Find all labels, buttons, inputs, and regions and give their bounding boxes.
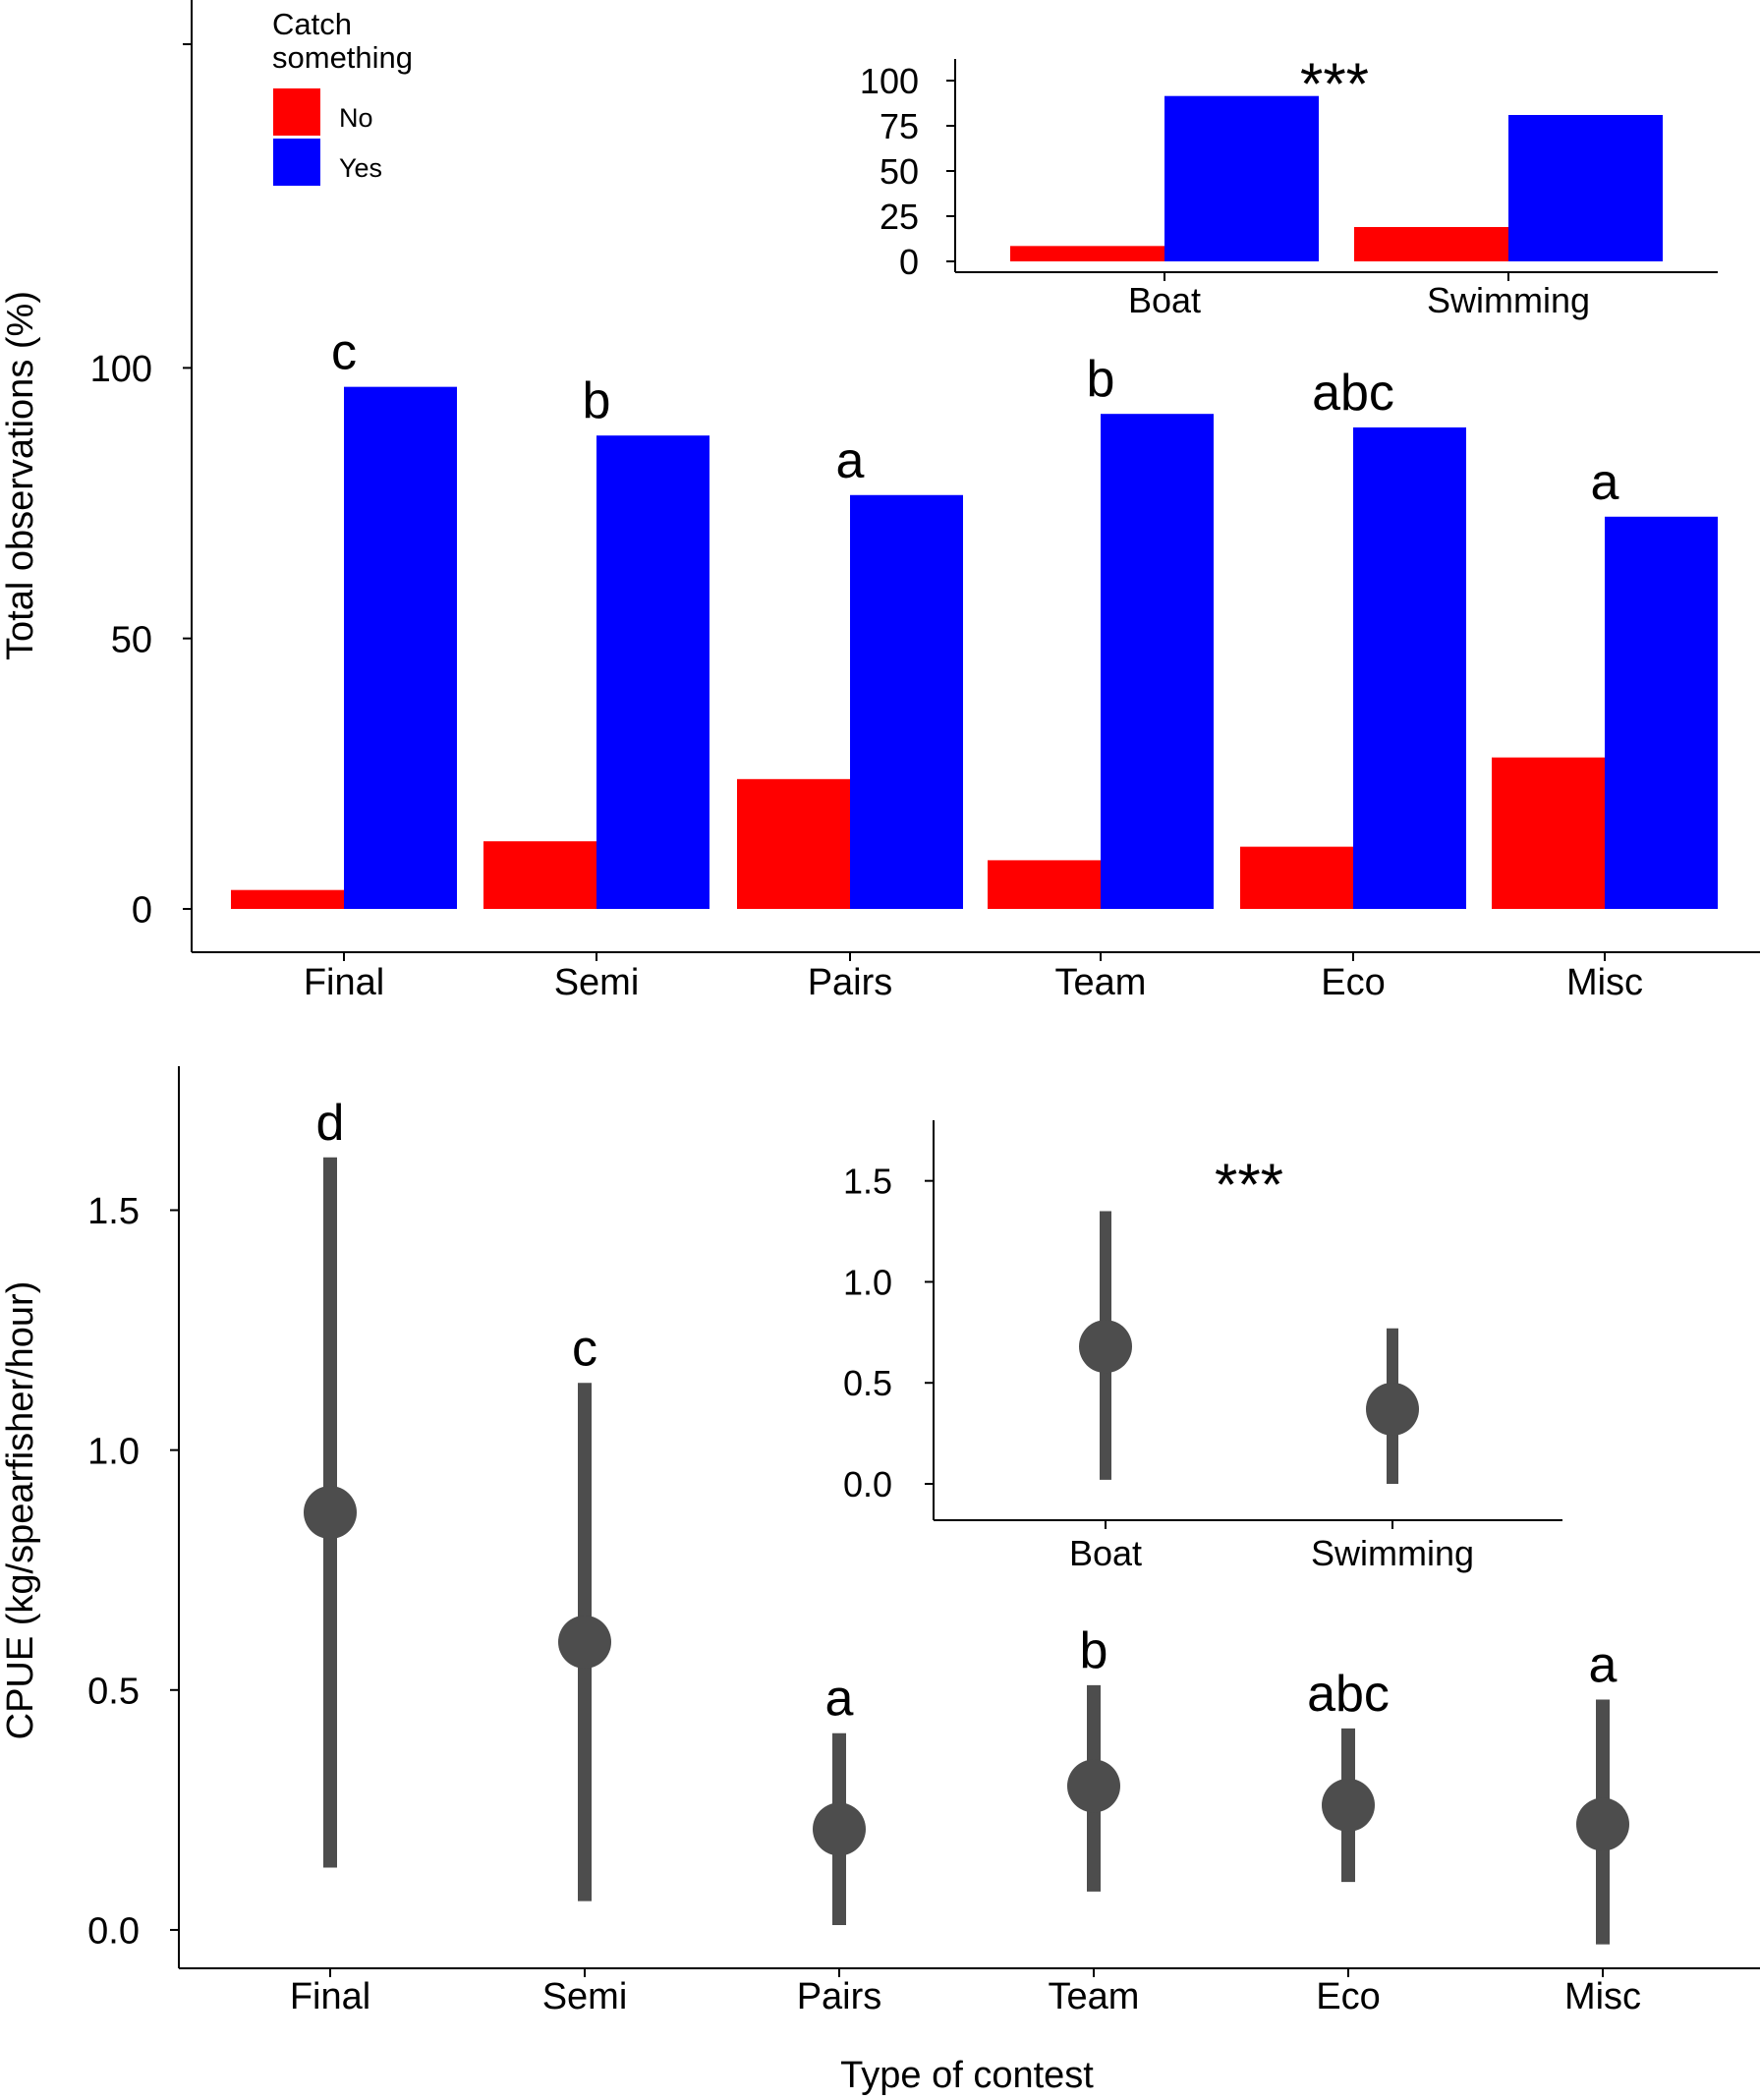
top-inset-x-tick-label: Boat xyxy=(1128,280,1201,320)
inset-bar-yes-swimming xyxy=(1508,115,1663,261)
bottom-inset-y-tick-label: 1.5 xyxy=(843,1162,892,1202)
bottom-main-x-axis-title: Type of contest xyxy=(840,2055,1094,2096)
top-main-x-tick-label: Pairs xyxy=(808,962,893,1003)
bar-no-semi xyxy=(483,841,596,909)
significance-letter: a xyxy=(825,1671,854,1728)
bottom-main-x-tick-label: Semi xyxy=(542,1976,628,2017)
bottom-main-point-pairs xyxy=(813,1802,866,1856)
bottom-main-x-tick-label: Misc xyxy=(1564,1976,1641,2017)
significance-letter: b xyxy=(583,372,611,429)
bottom-main-chart: 0.0 0.5 1.0 1.5 d c a b abc a Final Semi Pairs Team Ec… xyxy=(0,1066,1760,2096)
top-inset-chart: 0 25 50 75 100 Boat Swimming *** xyxy=(860,51,1718,320)
bottom-main-x-tick-label: Eco xyxy=(1316,1976,1380,2017)
bottom-main-point-semi xyxy=(558,1615,611,1669)
significance-letter: a xyxy=(1591,454,1619,511)
top-main-y-tick-label: 100 xyxy=(90,349,152,390)
significance-letter: a xyxy=(836,432,865,489)
significance-letter: a xyxy=(1589,1637,1618,1694)
bottom-inset-y-tick-label: 0.0 xyxy=(843,1464,892,1504)
bottom-main-y-tick-label: 0.5 xyxy=(87,1671,140,1712)
top-main-y-tick-label: 50 xyxy=(111,619,152,660)
bottom-inset-y-tick-label: 0.5 xyxy=(843,1363,892,1403)
inset-bar-no-boat xyxy=(1010,246,1164,261)
bar-yes-misc xyxy=(1605,516,1718,909)
top-inset-y-tick-label: 75 xyxy=(880,106,919,146)
inset-bar-no-swimming xyxy=(1354,227,1508,261)
top-main-x-tick-label: Team xyxy=(1055,962,1147,1003)
significance-letter: b xyxy=(1087,351,1115,408)
bottom-inset-y-tick-label: 1.0 xyxy=(843,1262,892,1302)
bottom-main-x-tick-label: Team xyxy=(1049,1976,1140,2017)
bar-no-eco xyxy=(1240,846,1353,909)
bottom-main-y-tick-label: 1.5 xyxy=(87,1191,140,1232)
significance-letter: c xyxy=(331,324,357,381)
top-inset-y-tick-label: 25 xyxy=(880,197,919,237)
legend-swatch-yes xyxy=(273,139,320,186)
bottom-main-x-tick-label: Pairs xyxy=(797,1976,882,2017)
legend-title-line2: something xyxy=(272,40,413,75)
significance-letter: b xyxy=(1080,1622,1108,1679)
bar-yes-final xyxy=(344,386,457,909)
top-inset-y-tick-label: 100 xyxy=(860,61,919,101)
bottom-main-x-tick-label: Final xyxy=(290,1976,370,2017)
bar-no-pairs xyxy=(737,778,850,909)
top-main-y-tick-label: 0 xyxy=(132,890,152,932)
top-main-x-tick-label: Misc xyxy=(1566,962,1643,1003)
significance-letter: d xyxy=(316,1095,345,1152)
bar-no-misc xyxy=(1492,757,1605,909)
bar-no-final xyxy=(231,889,344,909)
inset-significance-stars: *** xyxy=(1215,1152,1283,1218)
significance-letter: c xyxy=(572,1320,597,1377)
bar-yes-semi xyxy=(596,435,710,909)
bottom-inset-x-tick-label: Boat xyxy=(1069,1533,1142,1573)
top-main-chart: 0 50 100 c b a b abc a Final Semi Pairs Team Eco Misc T… xyxy=(0,0,1760,1003)
bar-no-team xyxy=(988,860,1101,909)
top-inset-x-tick-label: Swimming xyxy=(1427,280,1590,320)
bottom-main-y-tick-label: 0.0 xyxy=(87,1911,140,1953)
bottom-main-point-final xyxy=(304,1486,357,1540)
bottom-main-point-team xyxy=(1067,1759,1120,1813)
bottom-main-point-eco xyxy=(1322,1778,1375,1832)
significance-letter: abc xyxy=(1312,365,1394,422)
bar-yes-pairs xyxy=(850,494,963,909)
top-main-x-tick-label: Eco xyxy=(1321,962,1385,1003)
top-inset-y-tick-label: 0 xyxy=(899,242,919,282)
legend-label-yes: Yes xyxy=(339,153,382,183)
bottom-inset-point-swimming xyxy=(1366,1382,1419,1436)
top-main-y-axis-title: Total observations (%) xyxy=(0,291,41,660)
bottom-main-point-misc xyxy=(1576,1797,1629,1851)
bar-yes-team xyxy=(1101,414,1214,909)
inset-bar-yes-boat xyxy=(1164,95,1319,261)
top-main-x-tick-label: Final xyxy=(304,962,384,1003)
bottom-main-y-axis-title: CPUE (kg/spearfisher/hour) xyxy=(0,1281,41,1740)
top-main-x-tick-label: Semi xyxy=(554,962,640,1003)
top-inset-y-tick-label: 50 xyxy=(880,151,919,192)
legend-label-no: No xyxy=(339,103,373,133)
bottom-inset-chart: 0.0 0.5 1.0 1.5 Boat Swimming *** xyxy=(843,1120,1562,1573)
bar-yes-eco xyxy=(1353,426,1466,909)
legend-swatch-no xyxy=(273,88,320,136)
legend-title-line1: Catch xyxy=(272,7,352,41)
significance-letter: abc xyxy=(1307,1666,1390,1723)
inset-significance-stars: *** xyxy=(1300,51,1369,117)
bottom-inset-x-tick-label: Swimming xyxy=(1311,1533,1474,1573)
bottom-main-y-tick-label: 1.0 xyxy=(87,1431,140,1472)
bottom-inset-point-boat xyxy=(1079,1320,1132,1374)
